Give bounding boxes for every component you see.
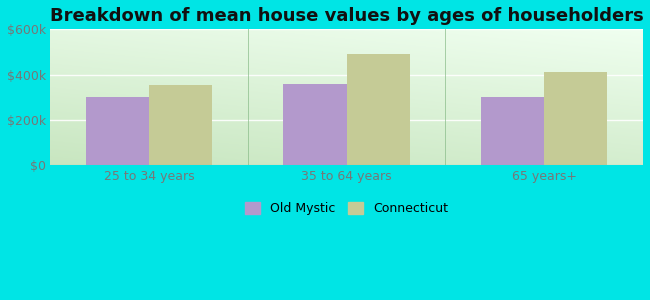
Bar bbox=[149, 85, 213, 165]
Title: Breakdown of mean house values by ages of householders: Breakdown of mean house values by ages o… bbox=[50, 7, 644, 25]
Bar bbox=[346, 54, 410, 165]
Legend: Old Mystic, Connecticut: Old Mystic, Connecticut bbox=[240, 197, 453, 220]
Bar bbox=[283, 84, 346, 165]
Bar bbox=[544, 72, 608, 165]
Bar bbox=[481, 97, 544, 165]
Bar bbox=[86, 97, 149, 165]
